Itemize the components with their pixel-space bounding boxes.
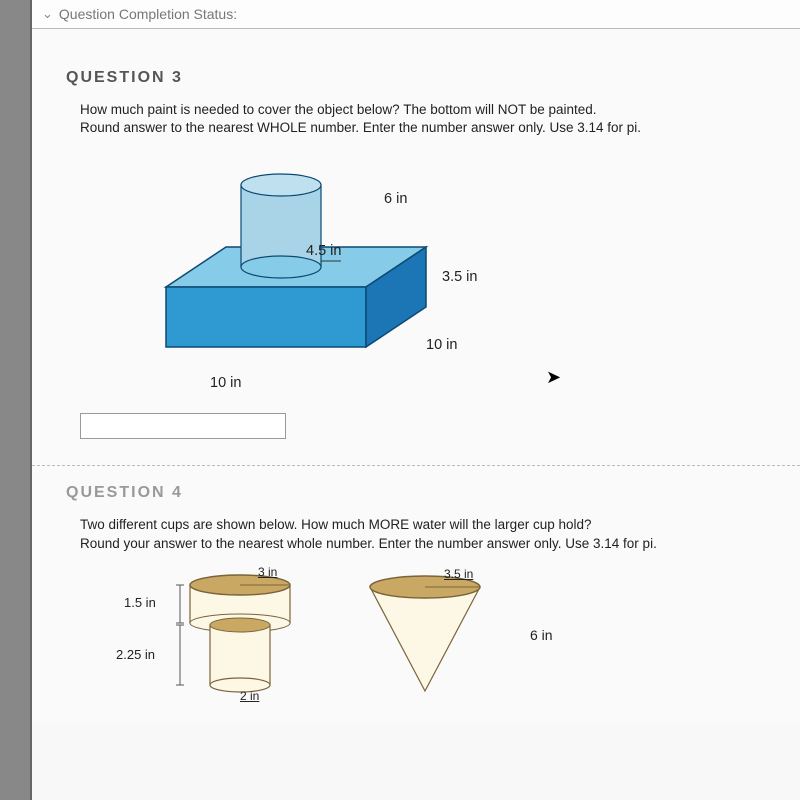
label-2in: 2 in <box>240 689 259 703</box>
label-6in: 6 in <box>384 191 407 207</box>
chevron-down-icon: ⌄ <box>42 6 53 22</box>
label-4-5in: 4.5 in <box>306 243 341 259</box>
status-bar[interactable]: ⌄ Question Completion Status: <box>32 0 800 29</box>
q3-figure: 6 in 4.5 in 3.5 in 10 in 10 in ➤ <box>126 147 766 407</box>
label-10in-right: 10 in <box>426 337 457 353</box>
label-cone-6in: 6 in <box>530 627 553 643</box>
q3-heading: QUESTION 3 <box>66 69 766 87</box>
label-1-5in: 1.5 in <box>124 595 156 610</box>
status-label: Question Completion Status: <box>59 6 237 22</box>
label-3-5in: 3.5 in <box>442 269 477 285</box>
q4-text: Two different cups are shown below. How … <box>80 516 766 552</box>
q3-answer-input[interactable] <box>80 413 286 439</box>
divider <box>32 465 800 466</box>
q4-figure: 3 in 1.5 in 2.25 in 2 in 3.5 in 6 in <box>80 563 766 713</box>
label-3in: 3 in <box>258 565 277 579</box>
cups-svg <box>80 563 600 713</box>
label-10in-bottom: 10 in <box>210 375 241 391</box>
window-frame: ⌄ Question Completion Status: QUESTION 3… <box>30 0 800 800</box>
cursor-icon: ➤ <box>546 367 561 388</box>
label-2-25in: 2.25 in <box>116 647 155 662</box>
label-cone-3-5in: 3.5 in <box>444 567 473 581</box>
q3-text: How much paint is needed to cover the ob… <box>80 101 766 137</box>
q4-heading: QUESTION 4 <box>66 484 766 502</box>
content-area: QUESTION 3 How much paint is needed to c… <box>32 29 800 723</box>
